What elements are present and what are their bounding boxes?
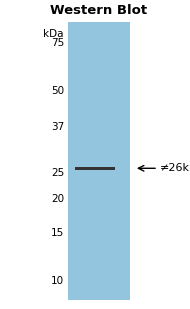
Text: 25: 25: [51, 168, 64, 178]
Bar: [75, 167, 115, 170]
Text: Western Blot: Western Blot: [50, 3, 148, 16]
Text: 37: 37: [51, 122, 64, 132]
Text: kDa: kDa: [44, 29, 64, 40]
Text: ≠26kDa: ≠26kDa: [160, 163, 190, 173]
Text: 15: 15: [51, 228, 64, 238]
Text: 20: 20: [51, 194, 64, 204]
Text: 75: 75: [51, 39, 64, 49]
Bar: [68, 22, 130, 300]
Text: 50: 50: [51, 86, 64, 96]
Text: 10: 10: [51, 276, 64, 286]
